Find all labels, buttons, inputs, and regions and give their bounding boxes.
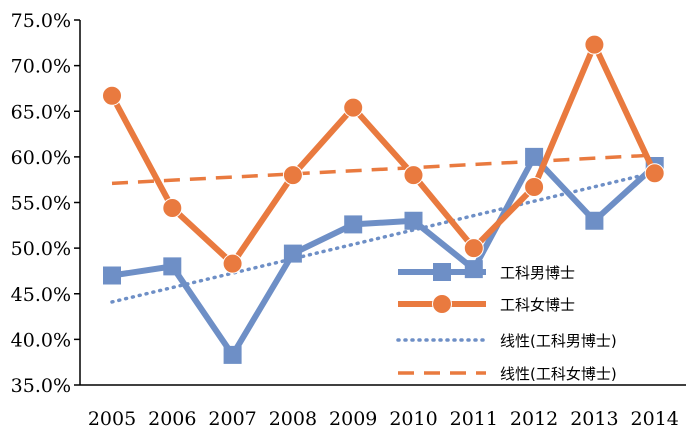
y-tick-label: 55.0% [11, 193, 71, 215]
x-tick-label: 2005 [88, 408, 136, 430]
legend-label: 工科女博士 [500, 296, 575, 314]
data-point [525, 147, 544, 166]
x-tick-label: 2014 [631, 408, 679, 430]
data-point [344, 215, 363, 234]
series-line-0 [111, 153, 657, 358]
x-tick-label: 2011 [450, 408, 498, 430]
x-tick-label: 2009 [329, 408, 377, 430]
trendline-1 [111, 153, 655, 186]
y-tick-label: 45.0% [11, 284, 71, 306]
y-tick-label: 75.0% [11, 10, 71, 32]
data-point [463, 238, 484, 259]
data-point [585, 211, 604, 230]
x-tick-label: 2007 [208, 408, 256, 430]
x-tick-label: 2010 [389, 408, 437, 430]
data-point [102, 85, 122, 106]
y-tick-label: 40.0% [11, 329, 71, 351]
data-point [644, 163, 665, 184]
data-point [283, 244, 302, 263]
data-point [403, 165, 424, 186]
data-point [343, 97, 364, 118]
x-tick-label: 2008 [269, 408, 317, 430]
data-point [223, 345, 242, 364]
legend-swatch-marker [432, 294, 452, 314]
legend-swatch-marker [433, 263, 451, 281]
x-tick-label: 2013 [570, 408, 618, 430]
data-point [584, 34, 605, 55]
data-point [162, 197, 183, 218]
x-tick-label: 2012 [510, 408, 558, 430]
data-point [163, 257, 182, 276]
data-point [222, 253, 243, 274]
y-tick-label: 60.0% [11, 147, 71, 169]
y-tick-label: 50.0% [11, 238, 71, 260]
data-point [103, 266, 121, 285]
y-tick-label: 65.0% [11, 101, 71, 123]
series-line-1 [109, 41, 658, 267]
data-point [524, 176, 545, 197]
data-point [404, 211, 423, 230]
x-tick-label: 2006 [148, 408, 196, 430]
legend-label: 线性(工科男博士) [500, 332, 617, 350]
data-point [282, 165, 303, 186]
legend-label: 工科男博士 [500, 264, 575, 282]
legend-label: 线性(工科女博士) [500, 365, 617, 383]
y-tick-label: 35.0% [11, 375, 71, 397]
y-tick-label: 70.0% [11, 56, 71, 78]
trendline-0 [110, 170, 657, 304]
